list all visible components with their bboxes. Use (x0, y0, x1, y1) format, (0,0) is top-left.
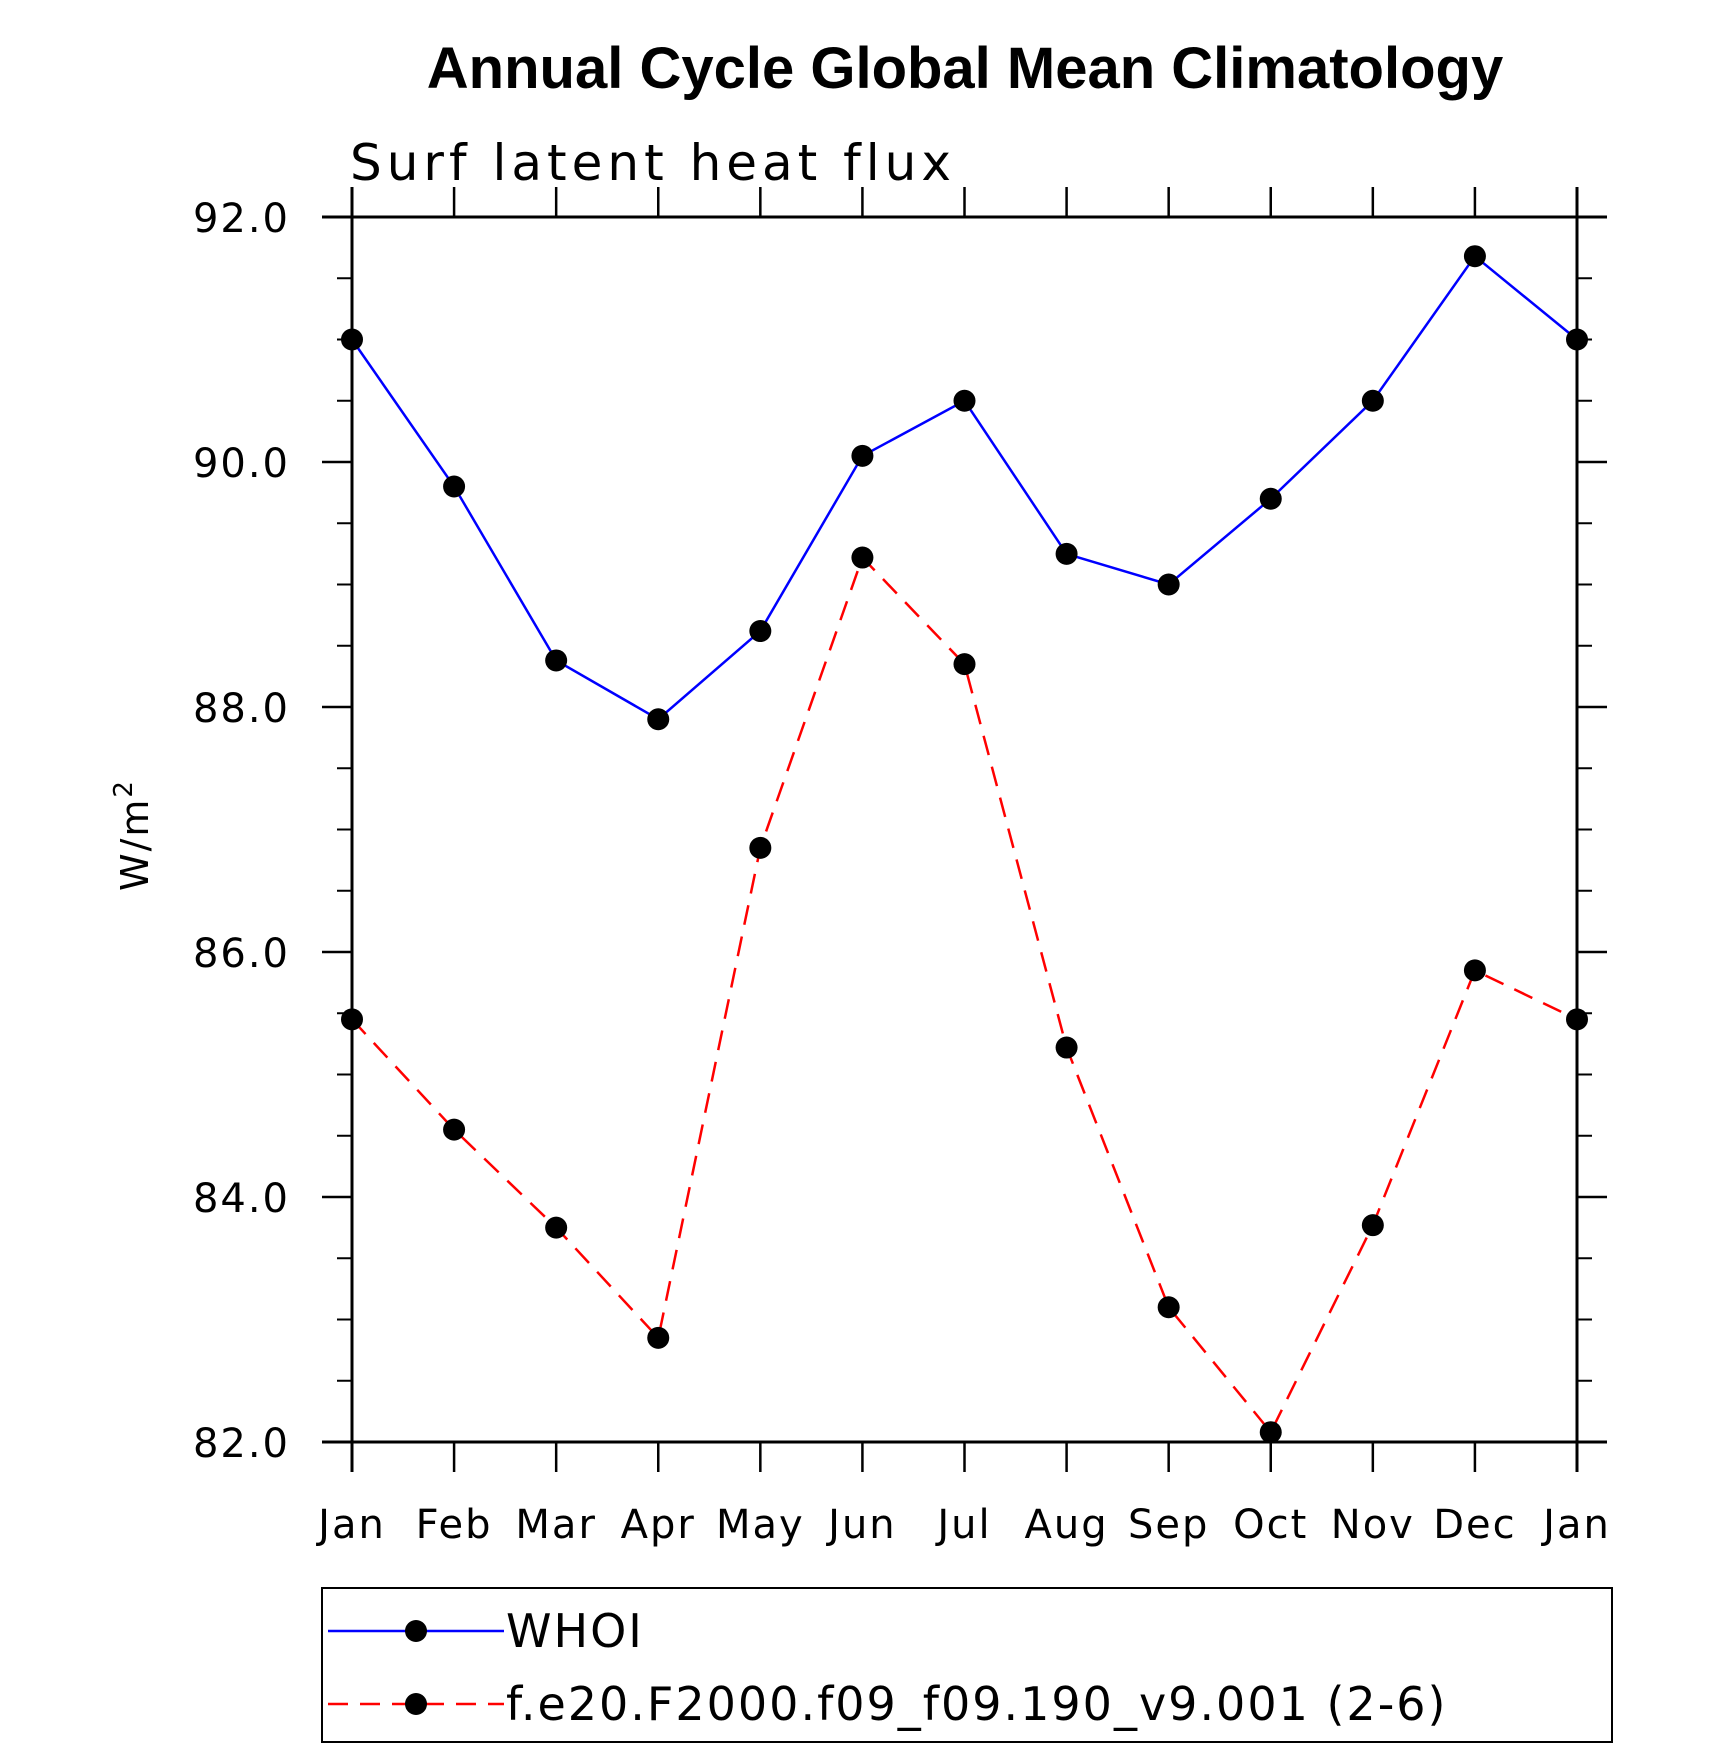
y-tick-label: 86.0 (193, 931, 290, 977)
x-tick-label: Jun (825, 1502, 897, 1548)
data-point (545, 649, 568, 672)
chart-title: Annual Cycle Global Mean Climatology (427, 36, 1503, 101)
legend-label-whoi: WHOI (506, 1604, 644, 1658)
data-point (1463, 959, 1486, 982)
x-tick-label: Mar (515, 1502, 596, 1548)
x-tick-label: Dec (1433, 1502, 1516, 1548)
x-tick-label: May (716, 1502, 805, 1548)
y-axis-label: W/m2 (109, 779, 157, 891)
data-point (953, 653, 976, 676)
data-point (1566, 1008, 1588, 1031)
x-tick-label: Jul (934, 1502, 991, 1548)
x-tick-label: Feb (416, 1502, 493, 1548)
data-point (341, 328, 363, 351)
x-tick-label: Aug (1025, 1502, 1109, 1548)
legend-box (321, 1587, 1613, 1743)
data-point (1566, 328, 1588, 351)
y-axis-label-unit: W/m (113, 798, 157, 891)
data-point (647, 1326, 670, 1349)
x-tick-label: Jan (315, 1502, 386, 1548)
legend-label-model: f.e20.F2000.f09_f09.190_v9.001 (2-6) (506, 1677, 1448, 1731)
data-point (1259, 487, 1282, 510)
series-line-0 (350, 254, 1578, 721)
x-tick-label: Oct (1233, 1502, 1308, 1548)
data-point (1361, 389, 1384, 412)
x-tick-label: Nov (1331, 1502, 1415, 1548)
data-point (1055, 1036, 1078, 1059)
chart-subtitle: Surf latent heat flux (350, 134, 956, 192)
data-point (443, 475, 466, 498)
data-point (1055, 542, 1078, 565)
data-point (953, 389, 976, 412)
y-tick-label: 90.0 (193, 441, 290, 487)
data-point (749, 620, 772, 643)
y-tick-label: 88.0 (193, 686, 290, 732)
x-tick-label: Sep (1128, 1502, 1209, 1548)
y-axis-label-exponent: 2 (109, 779, 139, 798)
series-line-1 (351, 555, 1578, 1435)
data-point (1157, 573, 1180, 596)
x-tick-label: Jan (1540, 1502, 1611, 1548)
data-point (851, 546, 874, 569)
data-point (1361, 1214, 1384, 1237)
plot-frame (322, 187, 1607, 1472)
data-point (749, 836, 772, 859)
data-point (851, 444, 874, 467)
data-point (443, 1118, 466, 1141)
data-point (1157, 1296, 1180, 1319)
data-point (545, 1216, 568, 1239)
x-tick-label: Apr (621, 1502, 696, 1548)
y-tick-label: 82.0 (193, 1421, 290, 1467)
legend: WHOI f.e20.F2000.f09_f09.190_v9.001 (2-6… (321, 1587, 1613, 1743)
series-layer (341, 245, 1588, 1444)
data-point (1463, 245, 1486, 268)
data-point (341, 1008, 363, 1031)
y-tick-label: 84.0 (193, 1176, 290, 1222)
x-axis-ticks: Jan Feb Mar Apr May Jun Jul Aug Sep Oct Nov Dec Jan (315, 187, 1611, 1548)
data-point (1259, 1421, 1282, 1444)
y-tick-label: 92.0 (193, 196, 290, 242)
legend-marker-model (405, 1693, 427, 1715)
data-point (647, 708, 670, 731)
y-axis-ticks: 82.0 84.0 86.0 88.0 90.0 92.0 (193, 196, 1607, 1467)
legend-marker-whoi (405, 1620, 427, 1642)
